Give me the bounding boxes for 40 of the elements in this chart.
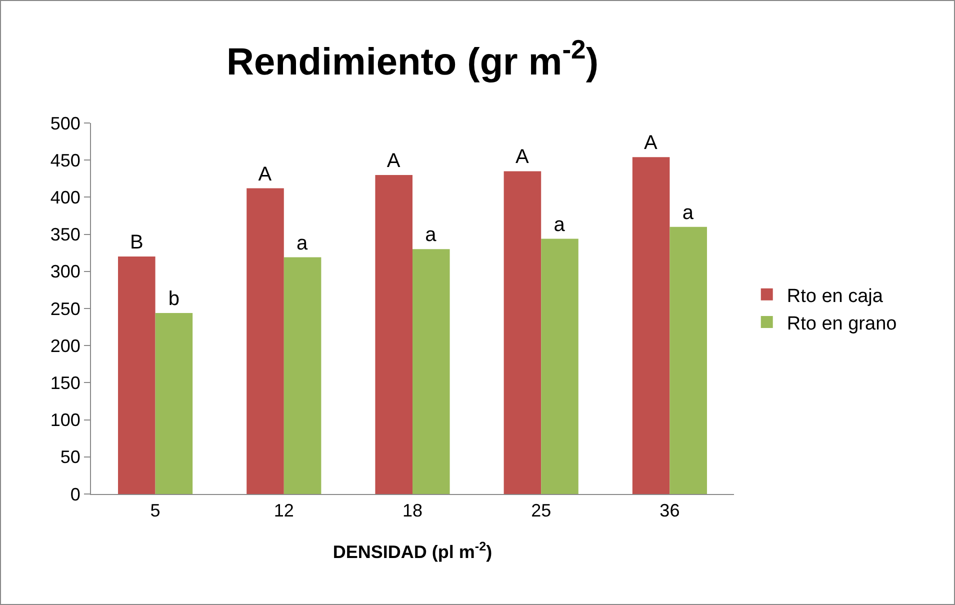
bar bbox=[670, 226, 707, 494]
bar bbox=[375, 174, 412, 494]
x-tick-label: 18 bbox=[402, 500, 423, 521]
data-label: a bbox=[296, 232, 309, 254]
bar bbox=[504, 171, 542, 494]
legend-label: Rto en caja bbox=[786, 286, 884, 307]
bar bbox=[155, 312, 193, 494]
x-tick-label: 25 bbox=[531, 500, 552, 521]
x-tick-label: 5 bbox=[150, 500, 160, 521]
x-tick-label: 12 bbox=[274, 500, 294, 521]
y-tick-label: 0 bbox=[70, 484, 80, 504]
data-label: A bbox=[644, 132, 658, 154]
y-tick-label: 50 bbox=[60, 447, 80, 468]
data-label: a bbox=[554, 214, 566, 236]
x-tick-label: 36 bbox=[660, 500, 680, 521]
bar bbox=[246, 188, 284, 494]
chart-title: Rendimiento (gr m$^{-2}$) bbox=[226, 34, 598, 84]
x-axis-title: DENSIDAD (pl m$^{-2}$) bbox=[332, 539, 492, 562]
legend-label: Rto en grano bbox=[786, 313, 897, 334]
data-label: a bbox=[682, 202, 694, 224]
data-label: A bbox=[258, 163, 272, 186]
y-tick-label: 400 bbox=[50, 188, 80, 208]
bar bbox=[412, 249, 450, 494]
y-tick-label: 500 bbox=[50, 113, 80, 134]
data-label: A bbox=[515, 146, 530, 168]
data-label: b bbox=[168, 288, 180, 310]
data-label: B bbox=[130, 232, 144, 254]
bar bbox=[284, 257, 322, 494]
bar bbox=[118, 256, 156, 494]
y-tick-label: 100 bbox=[50, 410, 80, 430]
y-tick-label: 250 bbox=[50, 298, 80, 319]
bar bbox=[541, 238, 578, 494]
bar bbox=[632, 157, 670, 494]
data-label: a bbox=[425, 224, 438, 246]
y-tick-label: 450 bbox=[50, 150, 80, 170]
y-tick-label: 200 bbox=[50, 336, 80, 356]
data-label: A bbox=[386, 150, 401, 172]
y-tick-label: 300 bbox=[50, 262, 80, 282]
y-tick-label: 150 bbox=[50, 373, 80, 393]
y-tick-label: 350 bbox=[50, 224, 80, 245]
